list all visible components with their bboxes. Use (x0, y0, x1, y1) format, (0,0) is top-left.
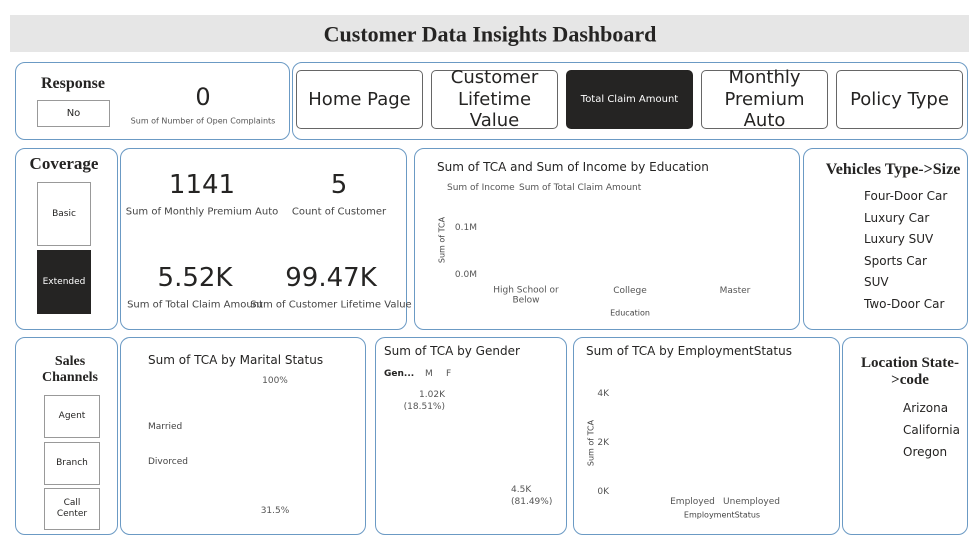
slicer-item: Four-Door Car (864, 189, 948, 204)
slicer-item: Sports Car (864, 253, 927, 268)
education-chart-panel (414, 148, 800, 330)
slicer-title: Location State->code (861, 354, 959, 388)
slicer-title: Sales Channels (41, 353, 99, 385)
slicer-item: Luxury Car (864, 210, 930, 225)
location-panel (842, 337, 968, 535)
y-axis-title: Sum of TCA (586, 419, 596, 467)
header-bar (10, 15, 969, 52)
kpi-panel (120, 148, 407, 330)
slicer-option[interactable]: Call Center (44, 488, 100, 530)
slicer-option[interactable]: No (37, 100, 110, 127)
slicer-option[interactable]: Branch (44, 442, 100, 485)
nav-button[interactable]: Total Claim Amount (566, 70, 693, 129)
category-label: Married (148, 421, 183, 432)
slicer-item: Arizona (903, 401, 949, 416)
funnel-top-label: 100% (262, 375, 288, 386)
legend-label: F (446, 368, 452, 379)
chart-title: Sum of TCA and Sum of Income by Educatio… (437, 160, 709, 175)
legend-label: Sum of Income (447, 182, 515, 193)
slicer-option[interactable]: Agent (44, 395, 100, 438)
slicer-item: SUV (864, 275, 889, 290)
slicer-title: Response (40, 74, 106, 92)
x-tick-label: Master (719, 285, 751, 296)
category-label: Divorced (148, 456, 188, 467)
slicer-item: Two-Door Car (864, 297, 945, 312)
card-label: Sum of Number of Open Complaints (130, 116, 276, 126)
x-tick-label: High School or Below (493, 285, 559, 306)
data-label: 4.20K (262, 421, 288, 432)
kpi-value: 1141 (168, 170, 236, 201)
kpi-value: 5 (330, 170, 348, 201)
employment-chart-panel (573, 337, 840, 535)
nav-button[interactable]: Policy Type (836, 70, 963, 129)
y-tick-label: 2K (597, 437, 609, 448)
slicer-title: Vehicles Type->Size (825, 160, 961, 178)
slicer-option[interactable]: Basic (37, 182, 91, 246)
slicer-option[interactable]: Extended (37, 250, 91, 314)
data-label: 1.02K (419, 389, 445, 400)
y-tick-label: 4K (597, 388, 609, 399)
nav-button[interactable]: Customer Lifetime Value (431, 67, 558, 131)
slicer-title: Coverage (29, 154, 99, 174)
legend-title: Gen... (384, 368, 415, 379)
marital-chart-panel (120, 337, 366, 535)
x-axis-title: Education (610, 308, 650, 318)
slicer-item: Luxury SUV (864, 232, 934, 247)
x-tick-label: Employed (670, 496, 715, 507)
slicer-item: Oregon (903, 445, 948, 460)
vehicles-panel (803, 148, 968, 330)
funnel-bottom-label: 31.5% (260, 505, 290, 516)
kpi-label: Count of Customer (291, 206, 387, 218)
chart-title: Sum of TCA by Marital Status (148, 353, 324, 368)
nav-button[interactable]: Monthly Premium Auto (701, 67, 828, 131)
x-tick-label: Unemployed (723, 496, 780, 507)
x-tick-label: College (613, 285, 647, 296)
kpi-label: Sum of Total Claim Amount (127, 299, 263, 311)
kpi-label: Sum of Monthly Premium Auto (125, 206, 279, 218)
chart-title: Sum of TCA by EmploymentStatus (586, 344, 792, 359)
nav-button[interactable]: Home Page (296, 70, 423, 129)
legend-label: Sum of Total Claim Amount (519, 182, 642, 193)
data-label: 1.32K (262, 456, 288, 467)
card-value: 0 (195, 83, 211, 112)
y-tick-label: 0.0M (454, 269, 477, 280)
data-label: 4.5K (511, 484, 532, 495)
x-axis-title: EmploymentStatus (683, 510, 761, 520)
data-label-percent: (18.51%) (403, 401, 445, 412)
gender-chart-panel (375, 337, 567, 535)
kpi-value: 99.47K (285, 263, 377, 294)
y-tick-label: 0.1M (454, 222, 477, 233)
chart-title: Sum of TCA by Gender (384, 344, 520, 359)
dashboard-title: Customer Data Insights Dashboard (323, 21, 657, 47)
y-axis-title: Sum of TCA (437, 216, 447, 264)
kpi-value: 5.52K (157, 263, 233, 294)
legend-label: M (425, 368, 433, 379)
data-label-percent: (81.49%) (511, 496, 553, 507)
kpi-label: Sum of Customer Lifetime Value (250, 299, 412, 311)
y-tick-label: 0K (597, 486, 609, 497)
slicer-item: California (903, 423, 960, 438)
